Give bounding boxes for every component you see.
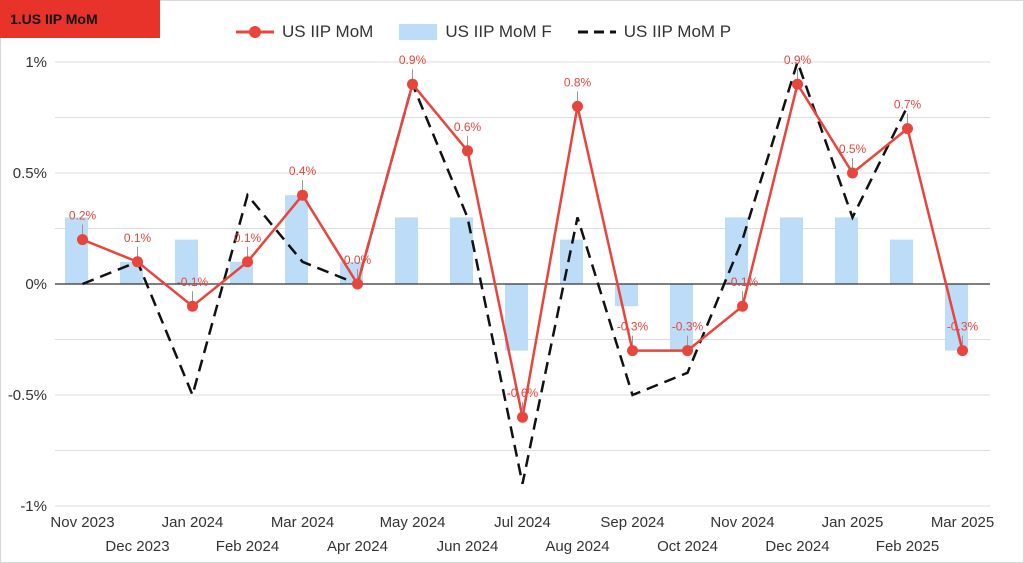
x-tick-label: Jul 2024 xyxy=(494,514,551,531)
data-point xyxy=(187,300,198,312)
x-tick-label: Dec 2024 xyxy=(765,538,829,555)
main-series-line xyxy=(82,81,964,418)
bar xyxy=(504,284,529,351)
data-point xyxy=(792,78,803,90)
x-tick-label: Dec 2023 xyxy=(105,538,169,555)
data-label: 0.2% xyxy=(69,209,97,223)
x-tick-label: Nov 2024 xyxy=(710,514,774,531)
data-point xyxy=(682,345,693,357)
x-tick-label: Sep 2024 xyxy=(600,514,664,531)
bar xyxy=(559,239,584,284)
data-point xyxy=(957,345,968,357)
data-label: 0.7% xyxy=(894,98,922,112)
data-label: -0.1% xyxy=(727,275,759,289)
x-tick-label: Feb 2025 xyxy=(876,538,939,555)
dashed-series-line xyxy=(82,58,909,485)
data-label: -0.3% xyxy=(672,320,704,334)
legend-item-dashed[interactable]: US IIP MoM P xyxy=(577,22,732,42)
bar xyxy=(174,239,199,284)
legend-item-bar[interactable]: US IIP MoM F xyxy=(399,22,552,42)
data-point xyxy=(572,100,583,112)
data-label: -0.6% xyxy=(507,386,539,400)
legend-line-swatch-icon xyxy=(236,26,274,38)
x-tick-label: Jan 2025 xyxy=(822,514,884,531)
legend-bar-swatch-icon xyxy=(399,24,438,40)
y-tick-label: 1% xyxy=(25,54,47,71)
x-tick-label: Feb 2024 xyxy=(216,538,279,555)
x-tick-label: Mar 2025 xyxy=(931,514,994,531)
data-point xyxy=(902,123,913,135)
legend: US IIP MoM US IIP MoM F US IIP MoM P xyxy=(236,22,757,42)
bar xyxy=(779,217,804,284)
x-tick-label: Nov 2023 xyxy=(50,514,114,531)
data-label: -0.1% xyxy=(177,275,209,289)
x-tick-label: Apr 2024 xyxy=(327,538,388,555)
y-tick-label: 0% xyxy=(25,276,47,293)
data-point xyxy=(352,278,363,290)
y-tick-label: 0.5% xyxy=(13,165,47,182)
bar xyxy=(229,261,254,284)
data-label: -0.3% xyxy=(617,320,649,334)
bar xyxy=(64,217,89,284)
legend-label-dashed: US IIP MoM P xyxy=(623,22,732,41)
bar xyxy=(724,217,749,284)
data-point xyxy=(737,300,748,312)
data-label: 0.9% xyxy=(784,53,812,67)
data-point xyxy=(517,411,528,423)
data-label: 0.5% xyxy=(839,142,867,156)
data-label: -0.3% xyxy=(947,320,979,334)
x-tick-label: Jan 2024 xyxy=(162,514,224,531)
legend-item-line[interactable]: US IIP MoM xyxy=(236,22,373,42)
data-point xyxy=(242,256,253,268)
data-point xyxy=(847,167,858,179)
data-point xyxy=(627,345,638,357)
x-tick-label: May 2024 xyxy=(380,514,446,531)
data-label: 0.0% xyxy=(344,253,372,267)
bar xyxy=(449,217,474,284)
bar xyxy=(669,284,694,351)
bar xyxy=(394,217,419,284)
chart-title-badge: 1.US IIP MoM xyxy=(0,0,160,38)
x-tick-label: Aug 2024 xyxy=(545,538,609,555)
data-label: 0.9% xyxy=(399,53,427,67)
data-label: 0.4% xyxy=(289,164,317,178)
x-tick-label: Mar 2024 xyxy=(271,514,334,531)
data-label: 0.1% xyxy=(124,231,152,245)
data-label: 0.1% xyxy=(234,231,262,245)
data-point xyxy=(462,145,473,157)
legend-label-bar: US IIP MoM F xyxy=(445,22,552,41)
data-label: 0.6% xyxy=(454,120,482,134)
legend-dashed-swatch-icon xyxy=(577,30,616,34)
data-point xyxy=(297,189,308,201)
data-point xyxy=(407,78,418,90)
bar xyxy=(834,217,859,284)
bar xyxy=(284,195,309,284)
data-point xyxy=(132,256,143,268)
legend-label-line: US IIP MoM xyxy=(282,22,374,41)
y-tick-label: -0.5% xyxy=(8,387,47,404)
x-tick-label: Jun 2024 xyxy=(437,538,499,555)
bar xyxy=(889,239,914,284)
data-label: 0.8% xyxy=(564,75,592,89)
y-tick-label: -1% xyxy=(20,498,47,515)
x-tick-label: Oct 2024 xyxy=(657,538,718,555)
data-point xyxy=(77,234,88,246)
